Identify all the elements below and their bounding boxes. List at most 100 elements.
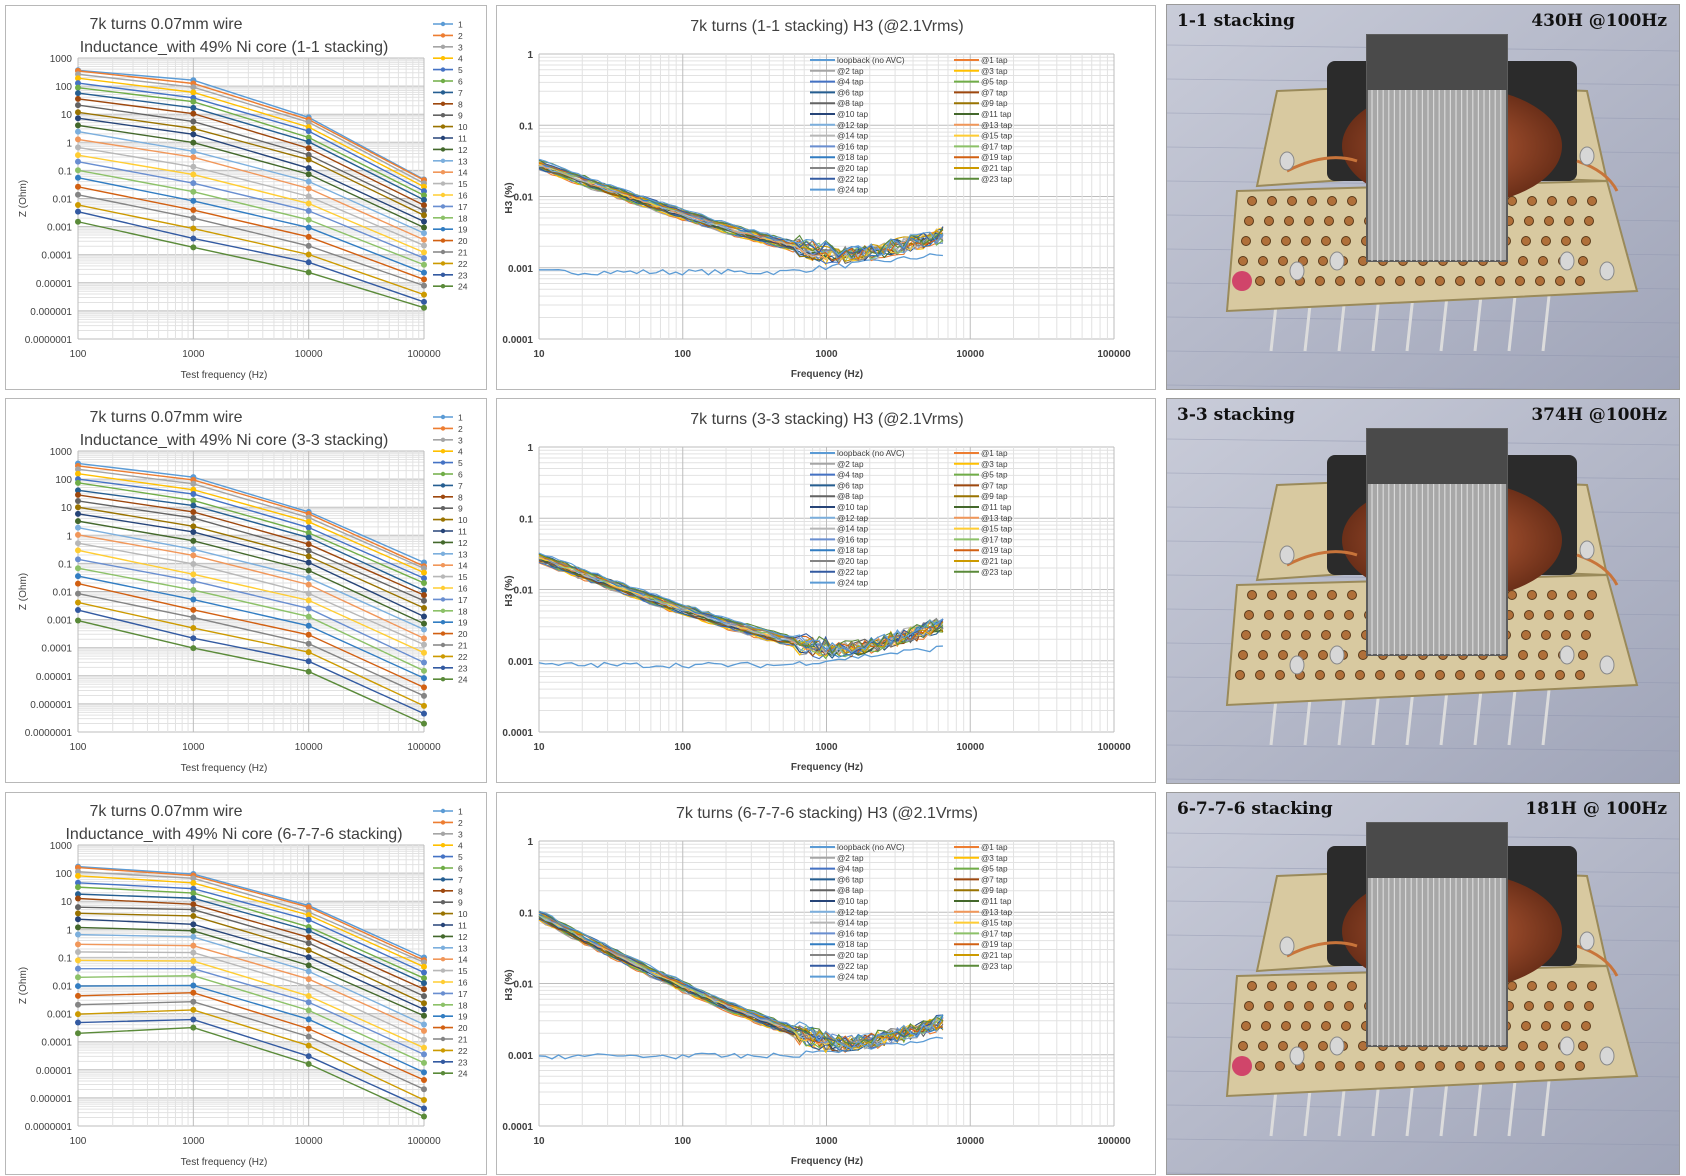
legend-label: @14 tap	[837, 525, 869, 534]
solder-joint	[1599, 1046, 1615, 1066]
legend-label: loopback (no AVC)	[837, 843, 905, 852]
data-point	[305, 242, 312, 249]
board-pad	[1541, 1021, 1551, 1031]
board-pad	[1567, 590, 1577, 600]
y-tick-label: 0.001	[47, 616, 72, 627]
legend-label: @19 tap	[981, 153, 1013, 162]
board-pad	[1355, 670, 1365, 680]
data-point	[75, 1019, 81, 1026]
data-point	[305, 640, 312, 647]
data-point	[75, 84, 81, 91]
legend-label: @10 tap	[837, 897, 869, 906]
legend-marker	[440, 608, 446, 613]
legend-label: @20 tap	[837, 951, 869, 960]
board-pad	[1244, 216, 1254, 226]
legend-marker	[440, 574, 446, 579]
board-pad	[1564, 216, 1574, 226]
series-line	[77, 210, 425, 303]
solder-joint	[1579, 146, 1595, 166]
series-line	[77, 70, 425, 181]
legend-label: 18	[458, 606, 468, 616]
legend-marker	[440, 147, 446, 152]
data-point	[305, 962, 312, 969]
board-pad	[1318, 650, 1328, 660]
board-pad	[1301, 236, 1311, 246]
board-pad	[1327, 590, 1337, 600]
data-point	[421, 959, 427, 966]
legend-label: 17	[458, 989, 468, 999]
paper-rule	[1167, 710, 1679, 718]
legend-marker	[440, 238, 446, 243]
data-point	[421, 236, 427, 243]
data-point	[421, 575, 427, 582]
board-pad	[1275, 1061, 1285, 1071]
data-point	[421, 626, 427, 633]
series-line	[77, 77, 425, 188]
legend-label: 17	[458, 202, 468, 212]
legend-label: @13 tap	[981, 908, 1013, 917]
data-point	[421, 1036, 427, 1043]
y-tick-label: 0.1	[519, 121, 533, 132]
data-point	[421, 1086, 427, 1093]
y-tick-label: 0.000001	[30, 307, 72, 318]
y-tick-label: 10	[61, 110, 73, 121]
board-pad	[1521, 630, 1531, 640]
series-line	[77, 111, 425, 216]
data-point	[421, 1077, 427, 1084]
data-point	[190, 625, 197, 632]
solder-joint	[1599, 655, 1615, 675]
x-tick-label: 100000	[1097, 349, 1131, 360]
legend-label: @6 tap	[837, 481, 864, 490]
board-pad	[1395, 1061, 1405, 1071]
legend-marker	[440, 808, 446, 814]
legend-marker	[440, 677, 446, 682]
y-tick-label: 1	[527, 837, 533, 848]
pin	[1473, 295, 1483, 352]
board-pad	[1241, 236, 1251, 246]
legend-label: 5	[458, 458, 463, 468]
solder-joint	[1279, 545, 1295, 565]
board-pad	[1587, 196, 1597, 206]
legend-label: @18 tap	[837, 153, 869, 162]
data-point	[75, 531, 81, 538]
series-line	[77, 592, 425, 697]
series-line	[77, 575, 425, 679]
data-point	[305, 590, 312, 597]
data-point	[190, 188, 197, 195]
board-pad	[1284, 216, 1294, 226]
data-point	[421, 604, 427, 611]
pin	[1371, 1080, 1381, 1137]
legend-label: @9 tap	[981, 492, 1008, 501]
legend-marker	[440, 585, 446, 591]
board-pad	[1555, 670, 1565, 680]
photo-label-inductance: 430H @100Hz	[1531, 11, 1667, 31]
legend-label: 7	[458, 88, 463, 98]
legend-label: @17 tap	[981, 142, 1013, 151]
transformer-photo: 3-3 stacking 374H @100Hz	[1166, 398, 1680, 784]
series-line	[538, 253, 943, 276]
board-pad	[1278, 650, 1288, 660]
board-pad	[1335, 1061, 1345, 1071]
board-pad	[1507, 590, 1517, 600]
board-pad	[1561, 630, 1571, 640]
legend-marker	[440, 854, 446, 859]
series-line	[77, 177, 425, 274]
series-line	[77, 160, 425, 259]
data-point	[190, 942, 197, 949]
legend-label: @13 tap	[981, 514, 1013, 523]
board-pad	[1264, 1001, 1274, 1011]
board-pad	[1315, 670, 1325, 680]
chart-title: 7k turns 0.07mm wire	[90, 803, 243, 820]
legend-label: 17	[458, 595, 468, 605]
x-tick-label: 100	[674, 349, 691, 360]
data-point	[421, 975, 427, 982]
series-line	[77, 146, 425, 247]
x-tick-label: 100	[70, 349, 87, 360]
impedance-chart-panel: 7k turns 0.07mm wire Inductance_with 49% …	[5, 5, 487, 390]
transformer-photo: 6-7-7-6 stacking 181H @ 100Hz	[1166, 792, 1680, 1175]
data-point	[421, 249, 427, 256]
chart-title: 7k turns (1-1 stacking) H3 (@2.1Vrms)	[690, 18, 964, 35]
legend-label: @5 tap	[981, 471, 1008, 480]
data-point	[421, 1113, 427, 1120]
y-axis-label: Z (Ohm)	[18, 573, 29, 610]
